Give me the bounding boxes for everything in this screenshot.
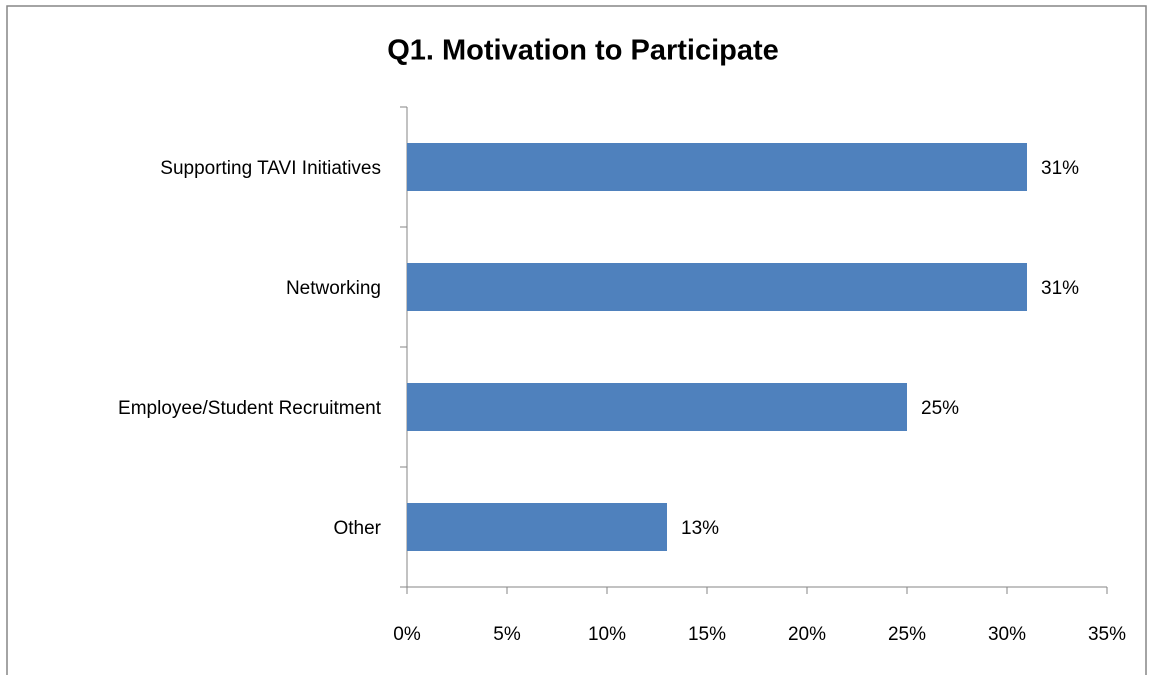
y-tick-label: Employee/Student Recruitment [118,398,382,419]
value-label: 25% [921,398,959,419]
x-tick-label: 25% [888,624,926,645]
x-tick-label: 35% [1088,624,1126,645]
bar [407,383,907,431]
value-label: 31% [1041,158,1079,179]
y-tick-label: Supporting TAVI Initiatives [160,158,381,179]
chart-title: Q1. Motivation to Participate [387,35,779,67]
y-tick-label: Networking [286,278,381,299]
x-tick-label: 15% [688,624,726,645]
x-tick-label: 10% [588,624,626,645]
bar [407,503,667,551]
chart-frame [6,5,1147,675]
value-label: 31% [1041,278,1079,299]
value-label: 13% [681,518,719,539]
x-tick-label: 0% [393,624,421,645]
bar [407,143,1027,191]
x-tick-label: 30% [988,624,1026,645]
bar [407,263,1027,311]
x-tick-label: 20% [788,624,826,645]
y-tick-label: Other [333,518,381,539]
x-tick-label: 5% [493,624,521,645]
